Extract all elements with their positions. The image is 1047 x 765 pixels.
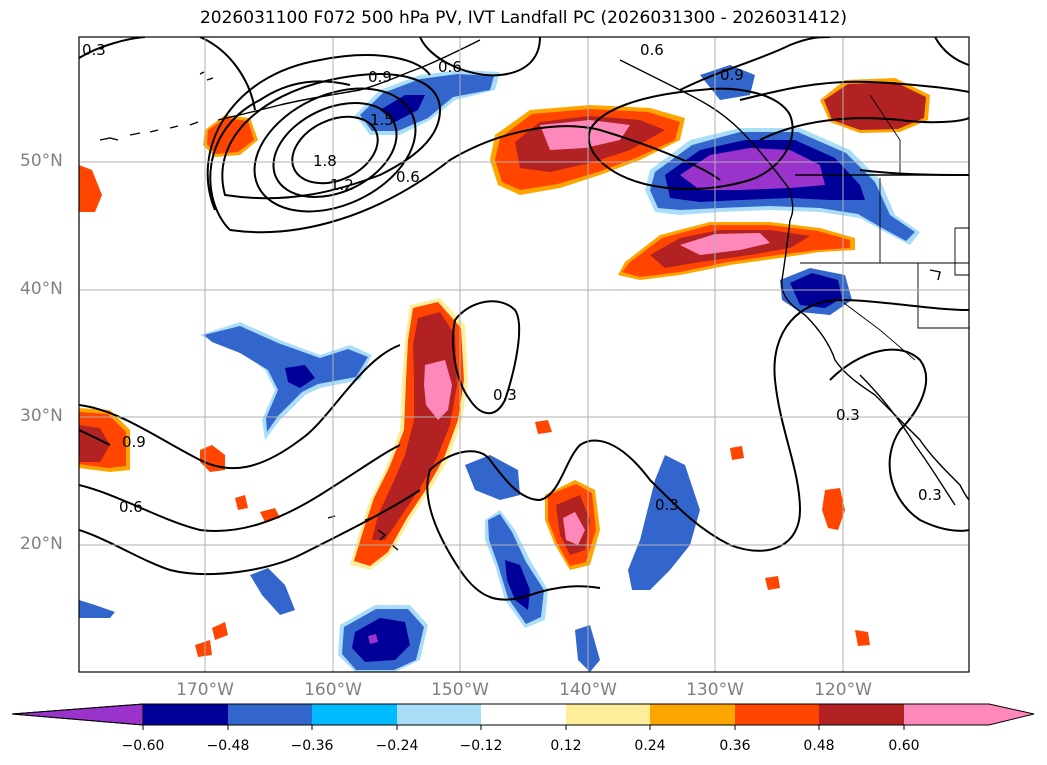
colorbar-segment	[228, 704, 312, 725]
lat-label-50n: 50°N	[20, 151, 63, 171]
pv-contours	[79, 37, 969, 601]
colorbar-extend-high	[989, 704, 1034, 725]
lat-label-20n: 20°N	[20, 534, 63, 554]
colorbar-segment	[312, 704, 397, 725]
colorbar-extend-low	[12, 704, 143, 725]
colorbar-tick-label: 0.48	[803, 738, 835, 754]
colorbar-segment	[735, 704, 819, 725]
contour-label: 1.8	[313, 152, 337, 170]
contour-label: 0.9	[368, 68, 392, 86]
colorbar-tick-label: −0.60	[121, 738, 165, 754]
colorbar-segment	[650, 704, 735, 725]
contour-label: 1.5	[370, 111, 394, 129]
colorbar-segment	[904, 704, 989, 725]
colorbar-tick-label: −0.48	[206, 738, 250, 754]
colorbar-tick-label: −0.12	[459, 738, 503, 754]
map-frame	[78, 36, 970, 673]
map-title: 2026031100 F072 500 hPa PV, IVT Landfall…	[199, 8, 847, 28]
colorbar-segment	[566, 704, 650, 725]
contour-label: 0.9	[122, 433, 146, 451]
lon-label-130w: 130°W	[686, 680, 744, 700]
colorbar-segment	[819, 704, 904, 725]
lat-label-40n: 40°N	[20, 279, 63, 299]
contour-label: 0.3	[493, 386, 517, 404]
contour-label: 0.6	[438, 58, 462, 76]
coastlines	[99, 39, 969, 551]
positive-anomaly-shading	[79, 78, 930, 657]
lon-label-150w: 150°W	[431, 680, 489, 700]
gridlines	[79, 37, 969, 672]
colorbar-segment	[397, 704, 481, 725]
colorbar-tick-label: −0.24	[375, 738, 419, 754]
lon-label-170w: 170°W	[176, 680, 234, 700]
contour-label: 1.2	[330, 176, 354, 194]
contour-label: 0.9	[720, 66, 744, 84]
contour-labels: 0.3 0.9 0.6 1.5 1.8 1.2 0.6 0.6 0.9 0.3 …	[82, 41, 942, 516]
contour-label: 0.3	[836, 406, 860, 424]
colorbar-tick-label: −0.36	[290, 738, 334, 754]
contour-label: 0.3	[655, 496, 679, 514]
colorbar-tick-label: 0.36	[719, 738, 751, 754]
contour-label: 0.6	[640, 41, 664, 59]
map-plot-area: 0.3 0.9 0.6 1.5 1.8 1.2 0.6 0.6 0.9 0.3 …	[79, 37, 969, 672]
contour-label: 0.3	[82, 41, 106, 59]
lon-label-140w: 140°W	[559, 680, 617, 700]
colorbar-tick-label: 0.24	[634, 738, 666, 754]
colorbar	[11, 703, 1035, 730]
colorbar-tick-label: 0.12	[550, 738, 582, 754]
colorbar-segment	[481, 704, 566, 725]
lon-label-160w: 160°W	[304, 680, 362, 700]
contour-label: 0.6	[119, 498, 143, 516]
contour-label: 0.6	[396, 168, 420, 186]
lat-label-30n: 30°N	[20, 406, 63, 426]
contour-label: 0.3	[918, 486, 942, 504]
colorbar-segment	[143, 704, 228, 725]
colorbar-tick-label: 0.60	[888, 738, 920, 754]
lon-label-120w: 120°W	[814, 680, 872, 700]
